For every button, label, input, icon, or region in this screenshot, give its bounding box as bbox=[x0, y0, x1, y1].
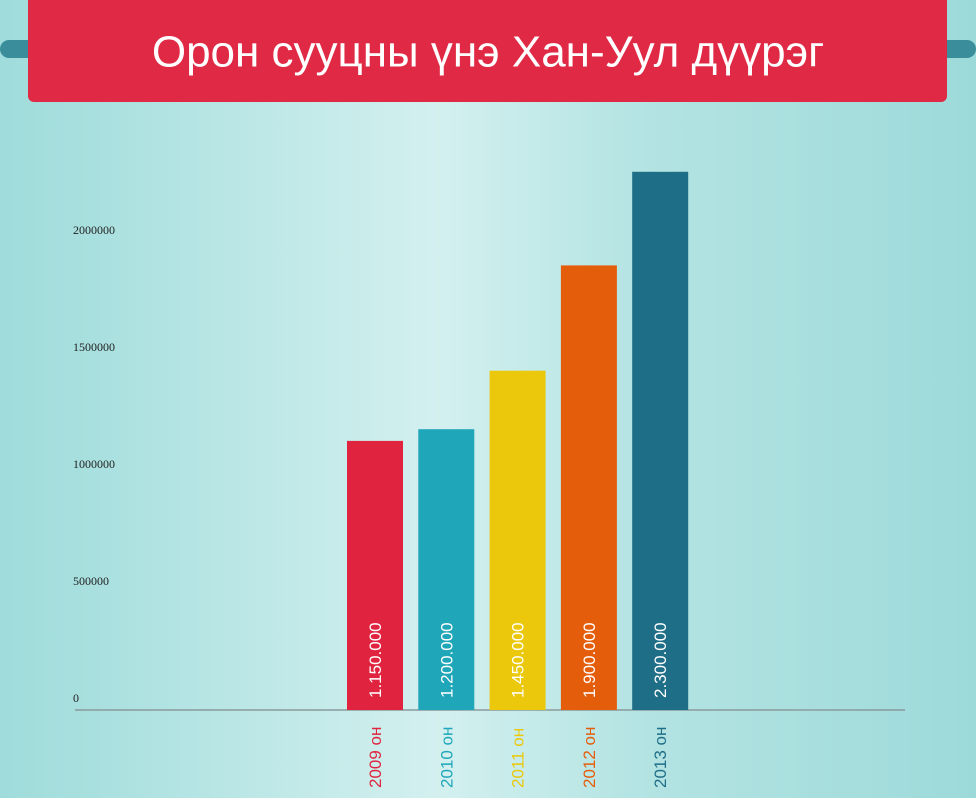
y-tick-label: 500000 bbox=[73, 574, 109, 588]
value-label: 1.200.000 bbox=[437, 622, 456, 698]
title-banner bbox=[28, 0, 947, 102]
value-label: 1.900.000 bbox=[580, 622, 599, 698]
x-tick-label: 2013 он bbox=[651, 727, 670, 788]
y-tick-label: 1000000 bbox=[73, 457, 115, 471]
x-tick-label: 2011 он bbox=[509, 728, 528, 788]
x-tick-label: 2010 он bbox=[437, 727, 456, 788]
value-label: 2.300.000 bbox=[651, 622, 670, 698]
y-tick-label: 2000000 bbox=[73, 223, 115, 237]
y-tick-label: 0 bbox=[73, 691, 79, 705]
bar bbox=[347, 440, 403, 710]
bar bbox=[560, 265, 617, 710]
y-tick-label: 1500000 bbox=[73, 340, 115, 354]
value-label: 1.150.000 bbox=[366, 622, 385, 698]
bar bbox=[418, 429, 475, 710]
x-tick-label: 2012 он bbox=[580, 727, 599, 788]
bar bbox=[632, 171, 689, 711]
bar bbox=[489, 370, 546, 710]
chart-title: Орон сууцны үнэ Хан-Уул дүүрэг bbox=[152, 28, 824, 77]
value-label: 1.450.000 bbox=[509, 622, 528, 698]
x-tick-label: 2009 он bbox=[366, 727, 385, 788]
